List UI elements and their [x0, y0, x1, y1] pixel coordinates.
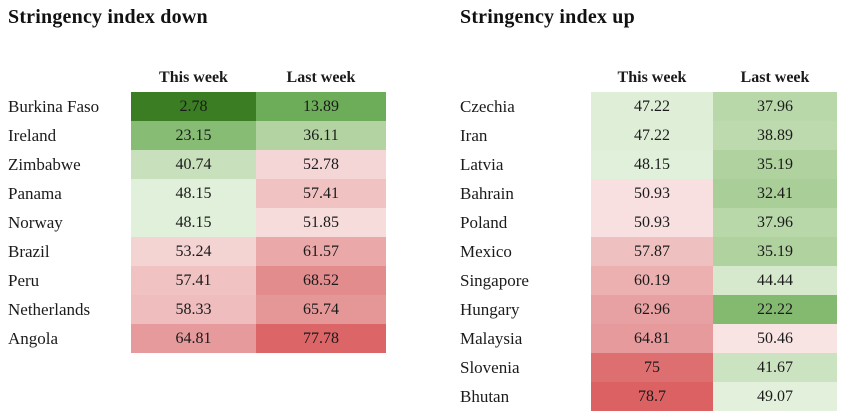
value-cell-last-week: 37.96	[713, 208, 837, 237]
value-cell-this-week: 64.81	[131, 324, 256, 353]
value-cell-this-week: 48.15	[131, 208, 256, 237]
value-cell-last-week: 61.57	[256, 237, 386, 266]
value-cell-last-week: 52.78	[256, 150, 386, 179]
row-label: Netherlands	[8, 299, 91, 319]
row-label: Norway	[8, 212, 63, 232]
row-label: Poland	[460, 212, 508, 232]
value-cell-last-week: 57.41	[256, 179, 386, 208]
value-cell-this-week: 53.24	[131, 237, 256, 266]
value-cell-this-week: 57.41	[131, 266, 256, 295]
table-title-up: Stringency index up	[460, 6, 635, 28]
value-cell-last-week: 35.19	[713, 237, 837, 266]
table-row: Netherlands 58.33 65.74	[8, 295, 386, 324]
row-label: Zimbabwe	[8, 154, 81, 174]
table-row: Zimbabwe 40.74 52.78	[8, 150, 386, 179]
row-label: Brazil	[8, 241, 50, 261]
row-label: Czechia	[460, 96, 515, 116]
table-row: Latvia 48.15 35.19	[460, 150, 837, 179]
row-label: Angola	[8, 328, 59, 348]
stringency-up-panel: Stringency index up This week Last week …	[460, 6, 837, 411]
value-cell-last-week: 36.11	[256, 121, 386, 150]
col-header-this-week: This week	[159, 69, 228, 86]
table-row: Singapore 60.19 44.44	[460, 266, 837, 295]
table-row: Bhutan 78.7 49.07	[460, 382, 837, 411]
row-label: Mexico	[460, 241, 512, 261]
table-title-down: Stringency index down	[8, 6, 208, 28]
value-cell-this-week: 40.74	[131, 150, 256, 179]
value-cell-last-week: 44.44	[713, 266, 837, 295]
value-cell-last-week: 77.78	[256, 324, 386, 353]
row-label: Singapore	[460, 270, 529, 290]
table-row: Peru 57.41 68.52	[8, 266, 386, 295]
value-cell-last-week: 32.41	[713, 179, 837, 208]
value-cell-last-week: 35.19	[713, 150, 837, 179]
table-row: Ireland 23.15 36.11	[8, 121, 386, 150]
table-row: Slovenia 75 41.67	[460, 353, 837, 382]
value-cell-this-week: 48.15	[131, 179, 256, 208]
value-cell-last-week: 22.22	[713, 295, 837, 324]
value-cell-last-week: 50.46	[713, 324, 837, 353]
value-cell-this-week: 47.22	[591, 121, 713, 150]
value-cell-this-week: 78.7	[591, 382, 713, 411]
row-label: Latvia	[460, 154, 504, 174]
row-label: Hungary	[460, 299, 520, 319]
row-label: Iran	[460, 125, 488, 145]
table-row: Mexico 57.87 35.19	[460, 237, 837, 266]
stringency-down-heatmap-table: This week Last week Burkina Faso 2.78 13.8…	[8, 59, 386, 353]
value-cell-this-week: 75	[591, 353, 713, 382]
value-cell-this-week: 62.96	[591, 295, 713, 324]
value-cell-last-week: 49.07	[713, 382, 837, 411]
row-label: Panama	[8, 183, 62, 203]
table-row: Iran 47.22 38.89	[460, 121, 837, 150]
value-cell-this-week: 23.15	[131, 121, 256, 150]
row-label-header	[460, 59, 591, 92]
stringency-down-panel: Stringency index down This week Last wee…	[8, 6, 386, 353]
value-cell-last-week: 68.52	[256, 266, 386, 295]
header-row: This week Last week	[8, 59, 386, 92]
value-cell-last-week: 13.89	[256, 92, 386, 121]
row-label: Malaysia	[460, 328, 523, 348]
row-label: Slovenia	[460, 357, 520, 377]
table-row: Malaysia 64.81 50.46	[460, 324, 837, 353]
value-cell-last-week: 38.89	[713, 121, 837, 150]
row-label: Peru	[8, 270, 40, 290]
row-label-header	[8, 59, 131, 92]
table-row: Angola 64.81 77.78	[8, 324, 386, 353]
row-label: Bahrain	[460, 183, 514, 203]
value-cell-this-week: 60.19	[591, 266, 713, 295]
col-header-this-week: This week	[617, 69, 687, 86]
value-cell-this-week: 2.78	[131, 92, 256, 121]
value-cell-this-week: 47.22	[591, 92, 713, 121]
value-cell-last-week: 41.67	[713, 353, 837, 382]
row-label: Burkina Faso	[8, 96, 100, 116]
row-label: Ireland	[8, 125, 57, 145]
stringency-up-heatmap-table: This week Last week Czechia 47.22 37.96 Ira…	[460, 59, 837, 411]
table-row: Brazil 53.24 61.57	[8, 237, 386, 266]
value-cell-this-week: 48.15	[591, 150, 713, 179]
table-row: Panama 48.15 57.41	[8, 179, 386, 208]
value-cell-this-week: 50.93	[591, 208, 713, 237]
value-cell-this-week: 50.93	[591, 179, 713, 208]
value-cell-last-week: 65.74	[256, 295, 386, 324]
table-row: Hungary 62.96 22.22	[460, 295, 837, 324]
value-cell-last-week: 51.85	[256, 208, 386, 237]
table-row: Bahrain 50.93 32.41	[460, 179, 837, 208]
value-cell-this-week: 64.81	[591, 324, 713, 353]
col-header-last-week: Last week	[740, 69, 810, 86]
value-cell-this-week: 57.87	[591, 237, 713, 266]
table-row: Czechia 47.22 37.96	[460, 92, 837, 121]
col-header-last-week: Last week	[286, 69, 356, 86]
header-row: This week Last week	[460, 59, 837, 92]
table-row: Poland 50.93 37.96	[460, 208, 837, 237]
value-cell-this-week: 58.33	[131, 295, 256, 324]
table-row: Norway 48.15 51.85	[8, 208, 386, 237]
row-label: Bhutan	[460, 386, 510, 406]
value-cell-last-week: 37.96	[713, 92, 837, 121]
table-row: Burkina Faso 2.78 13.89	[8, 92, 386, 121]
